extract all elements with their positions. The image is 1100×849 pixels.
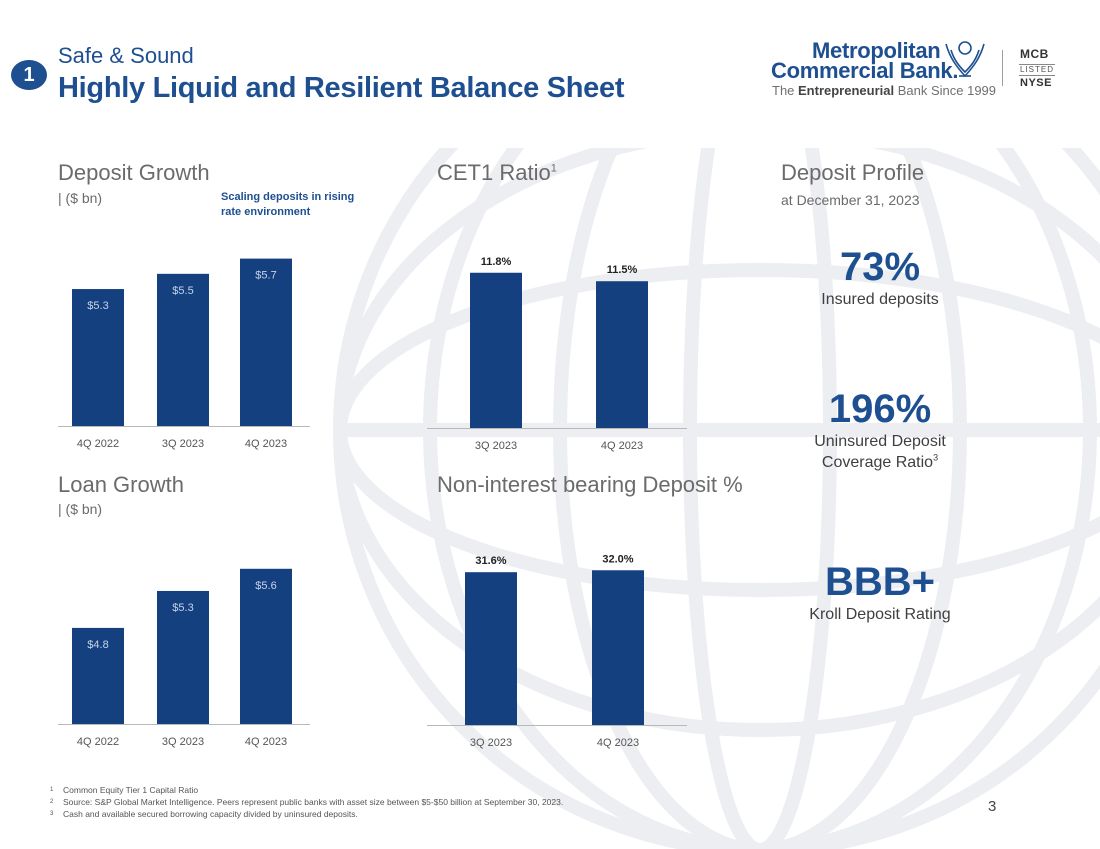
bar-value-label: $5.3 [87,300,108,312]
bar-4q-2023 [592,570,644,725]
bar-value-label: $5.6 [255,580,276,592]
category-label: 4Q 2022 [77,438,119,450]
page-number: 3 [988,798,997,815]
bar-value-label: 11.5% [607,264,638,276]
insured-deposits-stat: 73% Insured deposits [760,245,1000,310]
stat-label: Insured deposits [821,291,939,308]
listed-label: LISTED [1019,64,1056,76]
stat-label-line2: Coverage Ratio3 [821,452,939,471]
bar-value-label: $5.7 [255,270,276,282]
stat-label: Kroll Deposit Rating [809,606,951,623]
coverage-ratio-stat: 196% Uninsured Deposit Coverage Ratio3 [760,387,1000,473]
bar-value-label: $4.8 [87,639,108,651]
deposit-growth-annotation: Scaling deposits in rising rate environm… [221,191,355,218]
loan-growth-chart: $4.8 4Q 2022 $5.3 3Q 2023 $5.6 4Q 2023 [58,568,310,748]
deposit-profile-subtitle: at December 31, 2023 [781,192,920,208]
section-number-badge: 1 [11,60,47,90]
stat-value: 196% [828,387,932,431]
bar-value-label: $5.3 [172,602,193,614]
category-label: 3Q 2023 [162,736,204,748]
footnote-3: 3 Cash and available secured borrowing ca… [50,809,358,819]
bar-value-label: $5.5 [172,285,193,297]
category-label: 3Q 2023 [475,440,517,452]
logo-name-line2: Commercial Bank. [771,58,959,83]
bar-4q-2022 [72,627,124,724]
bar-value-label: 32.0% [602,553,633,565]
loan-growth-title: Loan Growth [58,472,184,497]
category-label: 3Q 2023 [162,438,204,450]
bar-value-label: 31.6% [475,555,506,567]
deposit-growth-chart: $5.3 4Q 2022 $5.5 3Q 2023 $5.7 4Q 2023 [58,258,310,450]
bar-3q-2023 [157,590,209,724]
bar-3q-2023 [470,272,522,428]
bar-4q-2023 [596,281,648,428]
page-title: Highly Liquid and Resilient Balance Shee… [58,72,625,104]
stat-label: Uninsured Deposit [814,433,946,450]
logo-name-line1: Metropolitan [812,38,941,63]
stat-value: BBB+ [824,560,936,604]
bar-4q-2023 [240,258,292,426]
exchange-label: NYSE [1020,77,1052,89]
bar-value-label: 11.8% [481,256,512,268]
category-label: 4Q 2023 [245,438,287,450]
cet1-ratio-chart: 11.8% 3Q 2023 11.5% 4Q 2023 [427,256,687,452]
category-label: 4Q 2023 [601,440,643,452]
bar-3q-2023 [465,572,517,725]
nib-deposit-title: Non-interest bearing Deposit % [437,472,743,497]
category-label: 4Q 2023 [597,737,639,749]
category-label: 4Q 2022 [77,736,119,748]
stat-value: 73% [839,245,921,289]
nib-deposit-chart: 31.6% 3Q 2023 32.0% 4Q 2023 [427,553,687,749]
deposit-growth-title: Deposit Growth [58,160,210,185]
bar-4q-2022 [72,289,124,426]
cet1-ratio-title: CET1 Ratio1 [437,160,557,185]
footnote-1: 1 Common Equity Tier 1 Capital Ratio [50,785,199,795]
logo-tagline: The Entrepreneurial Bank Since 1999 [772,83,997,98]
page-subtitle: Safe & Sound [58,43,194,68]
footnotes: 1 Common Equity Tier 1 Capital Ratio 2 Sou… [50,784,563,820]
eagle-logo-icon [945,41,985,78]
footnote-2: 2 Source: S&P Global Market Intelligence.… [50,797,564,807]
header-band [0,0,1100,148]
category-label: 4Q 2023 [245,736,287,748]
bar-3q-2023 [157,273,209,426]
loan-growth-unit: | ($ bn) [58,501,103,517]
bar-4q-2023 [240,568,292,724]
logo-divider [1002,50,1003,86]
category-label: 3Q 2023 [470,737,512,749]
kroll-rating-stat: BBB+ Kroll Deposit Rating [760,560,1000,625]
ticker-symbol: MCB [1020,47,1049,61]
deposit-profile-title: Deposit Profile [781,160,925,185]
deposit-growth-unit: | ($ bn) [58,190,103,206]
